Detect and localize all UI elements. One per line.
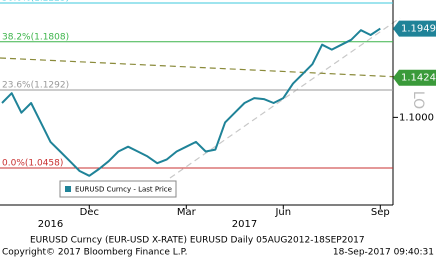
x-tick-label: Dec xyxy=(80,207,99,218)
watermark: LO xyxy=(410,91,426,109)
y-tick-label: 1.1000 xyxy=(399,112,434,123)
legend: EURUSD Curncy - Last Price xyxy=(59,180,177,198)
fib-label: 23.6%(1.1292) xyxy=(2,81,69,91)
fib-label: 0.0%(1.0458) xyxy=(2,159,63,169)
price-line xyxy=(1,27,381,177)
price-tag-label: 1.1949 xyxy=(401,24,436,35)
legend-label: EURUSD Curncy - Last Price xyxy=(75,186,172,194)
x-tick-label: Jun xyxy=(274,207,291,218)
price-tag xyxy=(393,20,436,37)
year-label: 2017 xyxy=(232,219,257,230)
x-tick-label: Mar xyxy=(177,207,197,218)
fib-label: 50.0%(1.2223) xyxy=(2,0,69,3)
support-trendline xyxy=(169,17,401,179)
footer-timestamp: 18-Sep-2017 09:40:31 xyxy=(333,248,434,258)
price-tag xyxy=(393,69,436,86)
footer-copyright: Copyright© 2017 Bloomberg Finance L.P. xyxy=(2,248,187,258)
legend-box xyxy=(59,180,177,198)
resistance-trendline xyxy=(0,57,401,78)
legend-swatch xyxy=(65,186,71,192)
year-label: 2016 xyxy=(38,219,63,230)
x-tick-label: Sep xyxy=(371,207,390,218)
fib-label: 38.2%(1.1808) xyxy=(2,32,69,42)
price-tag-label: 1.1424 xyxy=(401,73,436,84)
footer-line: EURUSD Curncy (EUR-USD X-RATE) EURUSD Da… xyxy=(30,236,365,246)
